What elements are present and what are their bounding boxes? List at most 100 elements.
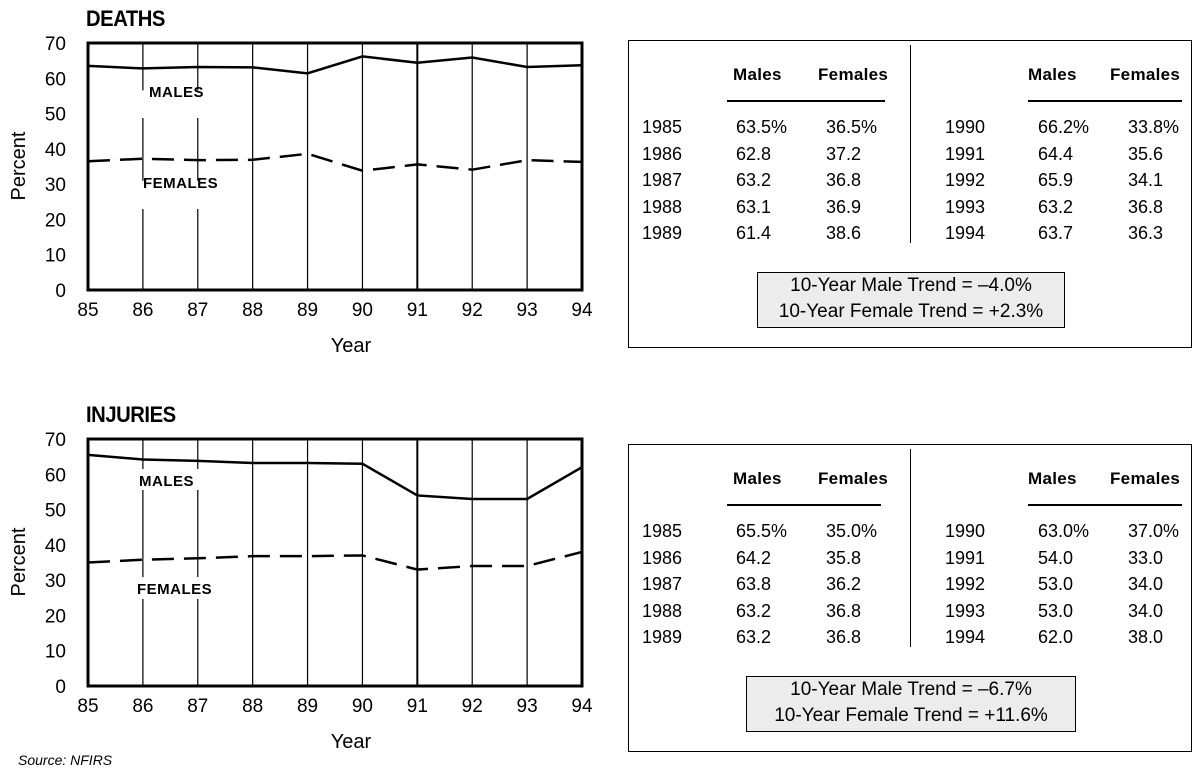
year-cell: 1992: [945, 170, 986, 190]
females-series-label: FEMALES: [137, 581, 212, 598]
y-tick-label: 60: [45, 465, 66, 486]
males-series-line: [87, 453, 583, 501]
x-tick-label: 90: [352, 300, 373, 321]
x-tick-label: 93: [517, 696, 538, 717]
y-tick-label: 40: [45, 536, 66, 557]
x-tick-label: 87: [187, 696, 208, 717]
year-cell: 1986: [642, 547, 683, 568]
injuries-chart: 0 10 20 30 40 50 60 70 85 86 87 88 89 90 91 92 93 94 Year P…: [8, 430, 593, 753]
year-cell: 1991: [945, 143, 986, 164]
year-cell: 1990: [945, 521, 986, 541]
males-series-line: [87, 55, 583, 75]
deaths-chart: 0 10 20 30 40 50 60 70 85 86 87 88 89 90 91 92 93 94 Year P…: [8, 34, 593, 357]
year-cell: 1987: [642, 170, 683, 190]
y-tick-label: 0: [55, 677, 66, 698]
males-header: Males: [1028, 469, 1077, 488]
females-cell: 36.5%: [826, 117, 878, 137]
trend-box: 10-Year Male Trend = –4.0% 10-Year Femal…: [757, 272, 1065, 328]
x-tick-label: 88: [242, 300, 263, 321]
females-cell: 36.3: [1128, 223, 1164, 243]
males-cell: 64.4: [1038, 143, 1074, 164]
females-header: Females: [818, 469, 889, 488]
y-axis-label: Percent: [8, 131, 30, 200]
males-cell: 64.2: [736, 547, 772, 568]
year-cell: 1989: [642, 627, 683, 647]
females-cell: 36.9: [826, 196, 862, 217]
males-series-label: MALES: [149, 84, 204, 101]
y-tick-label: 20: [45, 606, 66, 627]
females-cell: 37.0%: [1128, 521, 1180, 541]
females-cell: 33.0: [1128, 547, 1164, 568]
x-tick-label: 94: [571, 696, 593, 717]
plot-frame: [86, 41, 584, 292]
trend-box: 10-Year Male Trend = –6.7% 10-Year Femal…: [746, 676, 1076, 732]
x-tick-label: 92: [462, 696, 483, 717]
header-rule: [727, 504, 881, 506]
x-tick-label: 86: [132, 300, 153, 321]
females-cell: 34.0: [1128, 600, 1164, 621]
header-rule: [1028, 504, 1182, 506]
male-trend: 10-Year Male Trend = –4.0%: [790, 275, 1032, 296]
males-cell: 66.2%: [1038, 117, 1090, 137]
y-tick-label: 60: [45, 69, 66, 90]
deaths-data-table: Males Females Males Females 1985 63.5% 36.…: [628, 40, 1192, 348]
males-cell: 63.0%: [1038, 521, 1090, 541]
females-cell: 34.0: [1128, 574, 1164, 594]
y-tick-label: 50: [45, 501, 66, 522]
males-series-label: MALES: [139, 473, 194, 490]
table-divider: [910, 449, 911, 647]
y-tick-label: 0: [55, 281, 66, 302]
females-cell: 36.8: [826, 627, 862, 647]
x-tick-label: 91: [407, 300, 428, 321]
x-tick-label: 91: [407, 696, 428, 717]
y-tick-label: 50: [45, 105, 66, 126]
header-rule: [1028, 100, 1182, 102]
x-tick-label: 88: [242, 696, 263, 717]
y-tick-label: 30: [45, 571, 66, 592]
x-tick-label: 89: [297, 300, 318, 321]
table-divider: [910, 45, 911, 243]
females-cell: 35.0%: [826, 521, 878, 541]
year-cell: 1985: [642, 117, 683, 137]
males-cell: 63.5%: [736, 117, 788, 137]
males-cell: 63.7: [1038, 223, 1074, 243]
males-cell: 65.9: [1038, 170, 1074, 190]
males-cell: 63.2: [1038, 196, 1074, 217]
females-cell: 35.8: [826, 547, 862, 568]
males-cell: 63.2: [736, 627, 772, 647]
y-axis-label: Percent: [8, 527, 30, 596]
x-tick-label: 93: [517, 300, 538, 321]
injuries-chart-title: INJURIES: [86, 402, 176, 427]
y-tick-label: 70: [45, 430, 66, 451]
year-cell: 1986: [642, 143, 683, 164]
male-trend: 10-Year Male Trend = –6.7%: [790, 679, 1032, 700]
year-cell: 1993: [945, 196, 986, 217]
females-header: Females: [1110, 65, 1181, 84]
males-cell: 62.8: [736, 143, 772, 164]
females-cell: 36.2: [826, 574, 862, 594]
x-tick-label: 92: [462, 300, 483, 321]
females-series-line: [87, 550, 583, 571]
y-tick-label: 10: [45, 642, 66, 663]
x-tick-label: 87: [187, 300, 208, 321]
males-header: Males: [733, 65, 782, 84]
males-header: Males: [1028, 65, 1077, 84]
x-axis-label: Year: [331, 335, 372, 357]
males-cell: 63.2: [736, 170, 772, 190]
injuries-data-table: Males Females Males Females 1985 65.5% 35.…: [628, 444, 1192, 752]
males-cell: 61.4: [736, 223, 772, 243]
year-cell: 1988: [642, 600, 683, 621]
source-note: Source: NFIRS: [18, 752, 113, 768]
males-cell: 63.2: [736, 600, 772, 621]
females-cell: 35.6: [1128, 143, 1164, 164]
y-tick-label: 40: [45, 140, 66, 161]
year-cell: 1994: [945, 223, 986, 243]
males-cell: 65.5%: [736, 521, 788, 541]
females-cell: 36.8: [1128, 196, 1164, 217]
females-series-label: FEMALES: [143, 175, 218, 192]
x-tick-label: 86: [132, 696, 153, 717]
x-axis-label: Year: [331, 731, 372, 753]
males-cell: 54.0: [1038, 547, 1074, 568]
x-tick-label: 85: [77, 300, 98, 321]
males-cell: 53.0: [1038, 574, 1074, 594]
